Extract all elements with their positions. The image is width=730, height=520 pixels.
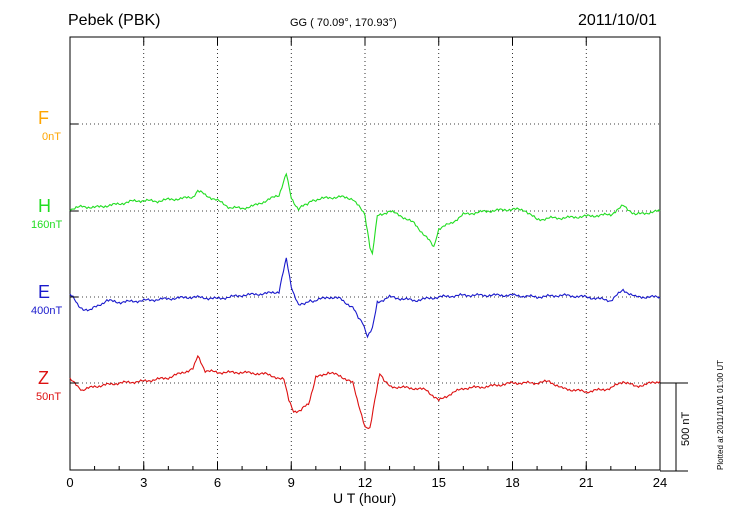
x-tick-label-0: 0 — [66, 475, 74, 490]
x-tick-label-3: 3 — [140, 475, 148, 490]
series-line-H — [69, 172, 661, 256]
axis-ticks — [69, 37, 661, 470]
series-scale-Z: 50nT — [36, 391, 62, 403]
x-tick-label-21: 21 — [579, 475, 594, 490]
station-title: Pebek (PBK) — [68, 12, 161, 29]
plot-date: 2011/10/01 — [578, 12, 657, 29]
plotted-timestamp: Plotted at 2011/11/01 01:00 UT — [716, 359, 725, 470]
series-scale-F: 0nT — [42, 131, 61, 143]
x-axis-label: U T (hour) — [333, 490, 397, 506]
series-scale-H: 160nT — [31, 219, 63, 231]
grid-lines — [70, 37, 660, 470]
x-tick-label-6: 6 — [213, 475, 222, 490]
geo-coordinates: GG ( 70.09°, 170.93°) — [290, 17, 397, 29]
scale-bar-label: 500 nT — [680, 411, 692, 446]
series-name-E: E — [38, 282, 51, 302]
series-name-H: H — [38, 196, 51, 216]
series-scale-E: 400nT — [31, 305, 63, 317]
series-layer — [69, 172, 661, 430]
x-tick-label-12: 12 — [357, 475, 373, 490]
x-tick-label-15: 15 — [431, 475, 446, 490]
series-name-Z: Z — [38, 368, 49, 388]
series-line-E — [69, 257, 661, 339]
x-tick-label-24: 24 — [652, 475, 668, 490]
x-tick-label-18: 18 — [505, 475, 520, 490]
x-tick-label-9: 9 — [287, 475, 295, 490]
scale-bar — [660, 382, 688, 472]
series-name-F: F — [38, 108, 49, 128]
series-line-Z — [69, 354, 661, 430]
